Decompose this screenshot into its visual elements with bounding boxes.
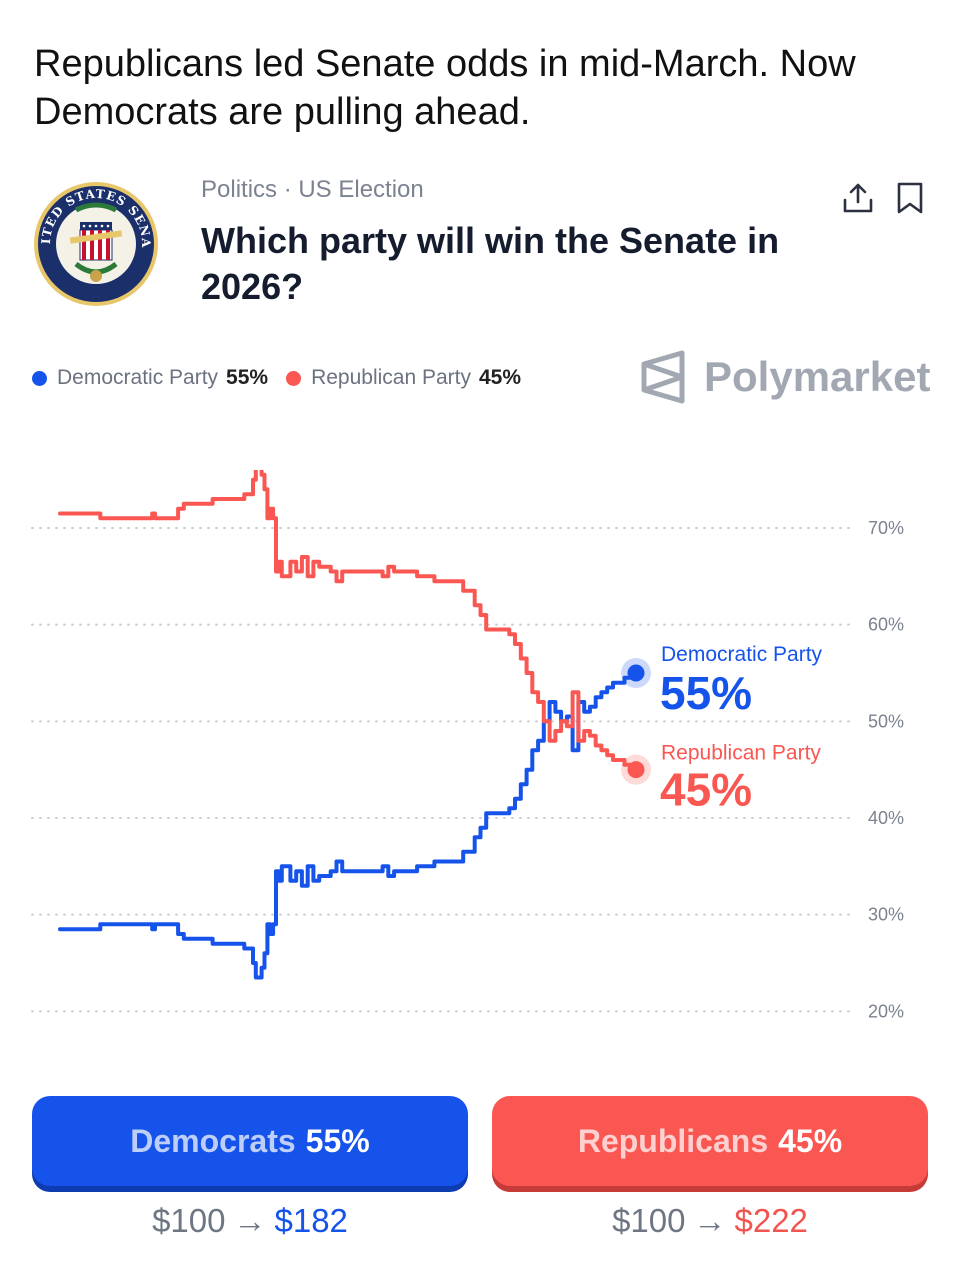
polymarket-logo-icon (641, 350, 685, 404)
buy-republicans-button[interactable]: Republicans 45% (492, 1096, 928, 1186)
button-percent: 45% (778, 1122, 843, 1159)
series-end-point (627, 761, 645, 779)
y-tick-label: 60% (868, 615, 904, 635)
payout-republicans: $100 → $222 (492, 1202, 928, 1240)
legend-item-republican: Republican Party 45% (286, 366, 521, 390)
legend-dot-democratic (32, 370, 47, 386)
y-tick-label: 50% (868, 711, 904, 731)
series-line-republican (58, 470, 638, 772)
arrow-right-icon: → (693, 1202, 727, 1239)
us-senate-seal-icon: UNITED STATES SENATE (32, 180, 158, 306)
series-line-democratic (58, 671, 638, 980)
brand-name: Polymarket (704, 353, 931, 400)
series-end-value: 55% (660, 667, 752, 719)
button-percent: 55% (305, 1122, 370, 1159)
series-end-name: Democratic Party (661, 643, 823, 666)
series-end-point (627, 664, 645, 682)
series-end-value: 45% (660, 764, 752, 816)
y-tick-label: 70% (868, 518, 904, 538)
series-end-name: Republican Party (661, 742, 821, 765)
market-category[interactable]: Politics · US Election (201, 176, 424, 203)
headline: Republicans led Senate odds in mid-March… (34, 43, 856, 133)
polymarket-brand: Polymarket (640, 350, 930, 404)
payout-stake: $100 (152, 1202, 226, 1239)
bookmark-icon[interactable] (892, 180, 928, 216)
legend-value: 45% (479, 366, 522, 389)
legend-dot-republican (286, 370, 302, 386)
y-tick-label: 30% (868, 905, 904, 925)
chart-legend: Democratic Party 55% Republican Party 45… (32, 366, 539, 390)
payout-democrats: $100 → $182 (32, 1202, 468, 1240)
legend-label: Democratic Party (57, 366, 219, 389)
button-label: Democrats (130, 1122, 296, 1159)
payout-stake: $100 (612, 1202, 686, 1239)
legend-item-democratic: Democratic Party 55% (32, 366, 268, 390)
payout-return: $182 (274, 1202, 348, 1239)
arrow-right-icon: → (233, 1202, 267, 1239)
buy-democrats-button[interactable]: Democrats 55% (32, 1096, 468, 1186)
button-label: Republicans (577, 1122, 769, 1159)
share-icon[interactable] (840, 180, 876, 216)
legend-value: 55% (226, 366, 269, 389)
market-question[interactable]: Which party will win the Senate in 2026? (201, 220, 780, 307)
y-tick-label: 40% (868, 808, 904, 828)
payout-return: $222 (734, 1202, 808, 1239)
y-tick-label: 20% (868, 1001, 904, 1021)
legend-label: Republican Party (311, 366, 471, 389)
